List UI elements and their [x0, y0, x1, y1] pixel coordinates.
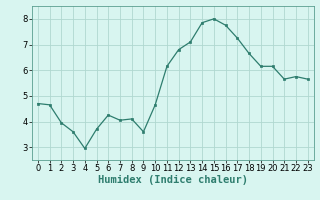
X-axis label: Humidex (Indice chaleur): Humidex (Indice chaleur)	[98, 175, 248, 185]
